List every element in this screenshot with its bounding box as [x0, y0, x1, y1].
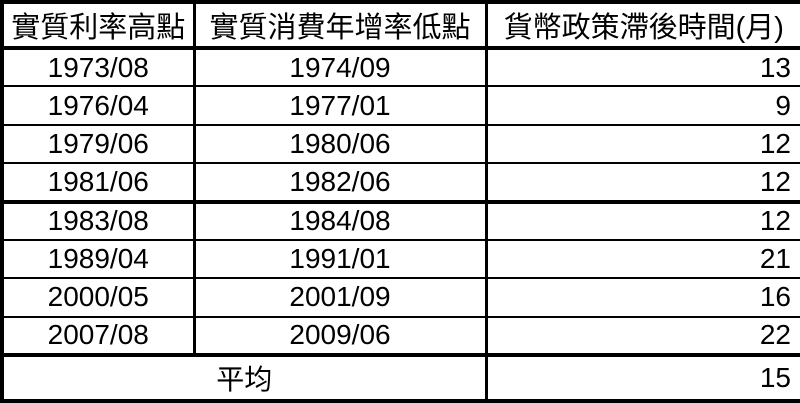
lag-months-cell: 21: [484, 238, 800, 280]
rate-peak-cell: 1979/06: [0, 123, 196, 165]
table-row: 1981/06 1982/06 12: [0, 162, 800, 204]
lag-months-cell: 9: [484, 85, 800, 126]
lag-months-cell: 12: [484, 123, 800, 165]
rate-peak-cell: 2007/08: [0, 315, 196, 357]
lag-months-cell: 16: [484, 277, 800, 318]
lag-months-cell: 12: [484, 162, 800, 204]
rate-peak-cell: 1989/04: [0, 238, 196, 280]
header-policy-lag-months: 貨幣政策滯後時間(月): [484, 1, 800, 50]
consumption-trough-cell: 1980/06: [192, 123, 488, 165]
average-row: 平均 15: [0, 353, 800, 402]
table-row: 1989/04 1991/01 21: [0, 238, 800, 280]
table-row: 1979/06 1980/06 12: [0, 123, 800, 165]
table-row: 1976/04 1977/01 9: [0, 85, 800, 126]
consumption-trough-cell: 1984/08: [192, 200, 488, 241]
rate-peak-cell: 1983/08: [0, 200, 196, 241]
consumption-trough-cell: 2001/09: [192, 277, 488, 318]
consumption-trough-cell: 2009/06: [192, 315, 488, 357]
consumption-trough-cell: 1974/09: [192, 46, 488, 88]
rate-peak-cell: 1973/08: [0, 46, 196, 88]
header-real-consumption-trough: 實質消費年增率低點: [192, 1, 488, 50]
table-row: 1983/08 1984/08 12: [0, 200, 800, 241]
rate-peak-cell: 1981/06: [0, 162, 196, 204]
header-real-rate-peak: 實質利率高點: [0, 1, 196, 50]
consumption-trough-cell: 1982/06: [192, 162, 488, 204]
lag-months-cell: 12: [484, 200, 800, 241]
table-row: 1973/08 1974/09 13: [0, 46, 800, 88]
consumption-trough-cell: 1991/01: [192, 238, 488, 280]
consumption-trough-cell: 1977/01: [192, 85, 488, 126]
table-row: 2007/08 2009/06 22: [0, 315, 800, 357]
table-row: 2000/05 2001/09 16: [0, 277, 800, 318]
lag-months-cell: 13: [484, 46, 800, 88]
lag-months-cell: 22: [484, 315, 800, 357]
average-value: 15: [484, 353, 800, 402]
average-label: 平均: [0, 353, 488, 402]
rate-peak-cell: 2000/05: [0, 277, 196, 318]
header-row: 實質利率高點 實質消費年增率低點 貨幣政策滯後時間(月): [0, 1, 800, 50]
rate-peak-cell: 1976/04: [0, 85, 196, 126]
